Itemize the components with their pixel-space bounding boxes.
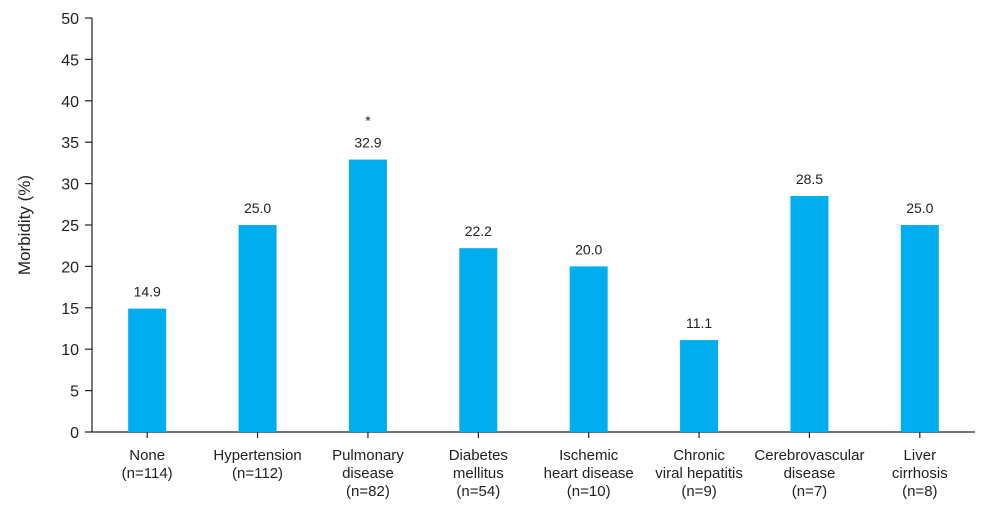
x-tick-label: (n=9) [681,483,716,500]
y-tick-label: 15 [61,301,79,318]
bar [680,340,719,432]
bar [128,308,167,432]
x-tick-label: Hypertension [213,447,301,464]
data-label: 25.0 [906,200,933,216]
x-tick-label: viral hepatitis [655,465,743,482]
x-tick-label: (n=54) [456,483,500,500]
x-tick-label: disease [342,465,394,482]
x-tick-label: cirrhosis [892,465,948,482]
y-tick-label: 45 [61,52,79,69]
x-tick-label: (n=82) [346,483,390,500]
y-tick-label: 5 [70,384,79,401]
x-tick-label: Liver [904,447,937,464]
data-label: 25.0 [244,200,271,216]
data-label: 22.2 [465,223,492,239]
x-tick-label: (n=112) [232,465,283,482]
x-tick-label: heart disease [544,465,634,482]
y-tick-label: 0 [70,425,79,442]
x-tick-label: Pulmonary [332,447,404,464]
x-tick-label: None [129,447,165,464]
data-label: 28.5 [796,171,823,187]
significance-marker: * [365,113,371,129]
bar [790,196,829,432]
bar [238,225,277,432]
x-tick-label: mellitus [453,465,504,482]
x-tick-label: Chronic [673,447,725,464]
x-tick-label: (n=10) [567,483,611,500]
bars: 14.9 25.0 32.9 22.2 20.0 11.1 28.5 25.0 * [128,113,939,432]
x-tick-label: Cerebrovascular [754,447,864,464]
x-tick-label: disease [784,465,836,482]
bar [569,266,608,432]
category-labels: None(n=114)Hypertension(n=112)Pulmonaryd… [122,432,948,500]
data-label: 11.1 [686,315,712,331]
y-tick-label: 50 [61,11,79,28]
x-tick-label: (n=7) [792,483,827,500]
x-tick-label: (n=114) [122,465,173,482]
x-tick-label: Diabetes [449,447,508,464]
y-tick-label: 35 [61,135,79,152]
bar [459,248,498,432]
x-tick-label: (n=8) [902,483,937,500]
y-axis-title: Morbidity (%) [15,175,34,275]
y-tick-label: 25 [61,218,79,235]
y-tick-label: 10 [61,342,79,359]
y-tick-label: 20 [61,259,79,276]
x-tick-label: Ischemic [559,447,619,464]
y-tick-label: 30 [61,177,79,194]
data-label: 32.9 [354,135,381,151]
y-tick-label: 40 [61,94,79,111]
data-label: 14.9 [134,284,161,300]
bar [900,225,939,432]
bar [348,159,387,432]
data-label: 20.0 [575,241,602,257]
y-axis: 0 5 10 15 20 25 30 35 40 45 50 [61,11,975,442]
